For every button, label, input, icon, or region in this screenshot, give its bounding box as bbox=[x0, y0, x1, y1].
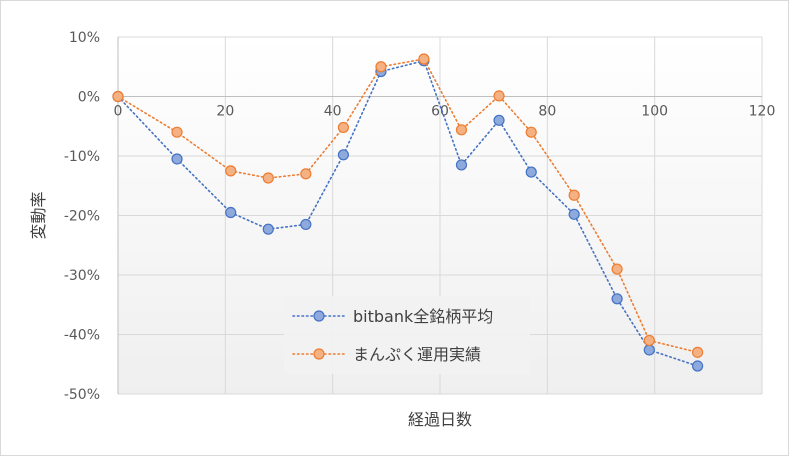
legend-marker bbox=[313, 310, 325, 322]
data-point bbox=[455, 124, 468, 136]
data-point bbox=[225, 206, 237, 219]
data-point bbox=[171, 126, 183, 138]
legend-box bbox=[284, 296, 530, 374]
x-tick-label: 40 bbox=[324, 104, 342, 120]
data-point bbox=[262, 172, 274, 184]
x-tick-label: 0 bbox=[114, 104, 123, 120]
x-tick-label: 120 bbox=[749, 104, 776, 120]
data-point bbox=[300, 218, 312, 231]
data-point bbox=[643, 334, 655, 347]
x-tick-label: 80 bbox=[538, 104, 556, 120]
y-axis-title: 変動率 bbox=[29, 191, 48, 239]
data-point bbox=[568, 208, 580, 220]
data-point bbox=[525, 166, 537, 178]
y-tick-label: -30% bbox=[64, 268, 100, 284]
y-tick-label: 0% bbox=[78, 90, 100, 106]
data-point bbox=[225, 165, 237, 177]
data-point bbox=[691, 360, 704, 372]
data-point bbox=[112, 90, 124, 103]
data-point bbox=[375, 61, 387, 73]
data-point bbox=[418, 53, 430, 65]
data-point bbox=[525, 126, 537, 138]
data-point bbox=[300, 168, 312, 180]
data-point bbox=[337, 149, 349, 161]
series-layer bbox=[112, 53, 704, 372]
series-line bbox=[117, 58, 699, 354]
data-point bbox=[337, 121, 349, 134]
data-point bbox=[171, 153, 183, 165]
data-point bbox=[493, 90, 505, 102]
legend-label: まんぷく運用実績 bbox=[353, 345, 481, 364]
y-tick-label: -50% bbox=[64, 387, 100, 403]
x-axis-title: 経過日数 bbox=[408, 410, 472, 429]
data-point bbox=[691, 346, 704, 358]
y-tick-label: -20% bbox=[64, 209, 100, 225]
data-point bbox=[262, 223, 274, 235]
data-point bbox=[611, 263, 623, 275]
x-tick-label: 100 bbox=[641, 104, 668, 120]
y-tick-label: -10% bbox=[64, 149, 100, 165]
legend-label: bitbank全銘柄平均 bbox=[353, 307, 493, 326]
y-tick-label: 10% bbox=[69, 30, 100, 46]
data-point bbox=[568, 189, 580, 201]
legend-marker bbox=[313, 348, 325, 360]
data-point bbox=[611, 293, 623, 305]
series-2 bbox=[112, 53, 704, 358]
data-point bbox=[455, 159, 468, 171]
data-point bbox=[493, 114, 505, 126]
y-tick-label: -40% bbox=[64, 328, 100, 344]
data-point bbox=[643, 344, 655, 356]
x-tick-label: 20 bbox=[216, 104, 234, 120]
legend-item-2: まんぷく運用実績 bbox=[292, 345, 481, 364]
legend-item-1: bitbank全銘柄平均 bbox=[292, 307, 493, 326]
